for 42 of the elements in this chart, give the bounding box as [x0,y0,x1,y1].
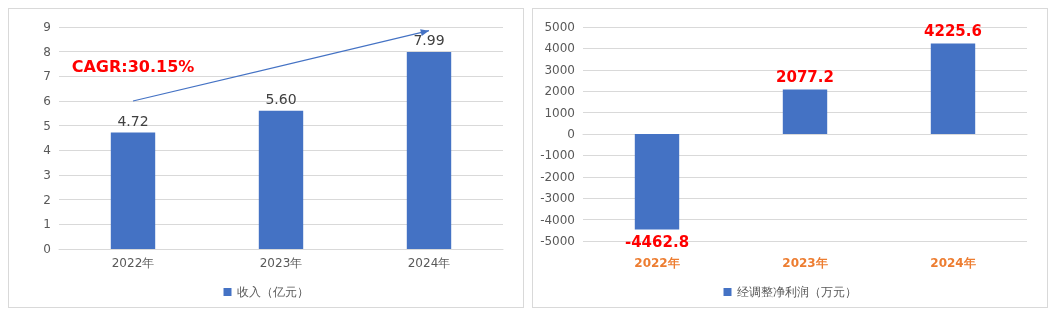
y-tick-label: 5 [43,118,51,133]
bar [782,89,828,134]
x-tick-label: 2024年 [930,256,976,270]
bar [406,51,452,249]
y-tick-label: -5000 [540,234,575,248]
annotation: CAGR:30.15% [71,56,195,76]
y-tick-label: 0 [567,127,575,141]
legend-label: 经调整净利润（万元） [736,285,857,299]
legend-label: 收入（亿元） [236,285,309,299]
data-label: 5.60 [265,90,297,107]
x-tick-label: 2024年 [407,256,451,270]
y-tick-label: -3000 [540,191,575,206]
bar [634,134,680,230]
x-tick-label: 2022年 [111,256,155,270]
y-tick-label: 2000 [544,84,575,99]
x-tick-label: 2022年 [634,256,680,270]
data-label: 4.72 [117,112,149,129]
y-tick-label: 3000 [544,62,575,77]
y-tick-label: -1000 [540,148,575,163]
data-label: 7.99 [413,31,445,48]
y-tick-label: 5000 [544,20,575,34]
bar [930,43,976,134]
y-tick-label: 3 [43,168,51,182]
data-label: 4225.6 [924,22,982,41]
y-tick-label: -4000 [540,212,575,227]
y-tick-label: 4 [43,143,51,158]
x-tick-label: 2023年 [259,256,303,270]
y-tick-label: 0 [43,242,51,256]
x-tick-label: 2023年 [782,256,828,270]
y-tick-label: 9 [43,20,51,34]
y-tick-label: 1000 [544,105,575,120]
y-tick-label: 8 [43,44,51,59]
data-label: -4462.8 [624,233,690,251]
y-tick-label: 6 [43,94,51,108]
bar [258,110,304,249]
data-label: 2077.2 [776,68,834,87]
y-tick-label: 1 [43,217,51,232]
y-tick-label: 2 [43,192,51,207]
y-tick-label: -2000 [540,169,575,184]
y-tick-label: 4000 [544,41,575,56]
bar [110,132,156,249]
y-tick-label: 7 [43,69,51,84]
